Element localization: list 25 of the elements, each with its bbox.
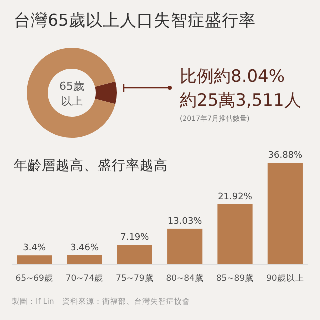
bar bbox=[17, 256, 52, 265]
data-label: 3.46% bbox=[70, 243, 100, 254]
x-tick-label: 85~89歲 bbox=[216, 273, 254, 284]
bar bbox=[117, 245, 152, 265]
data-label: 3.4% bbox=[23, 244, 46, 254]
chart-title: 台灣65歲以上人口失智症盛行率 bbox=[14, 11, 256, 30]
x-tick-label: 70~74歲 bbox=[66, 273, 104, 284]
data-label: 7.19% bbox=[120, 233, 150, 244]
text: 約25萬3,511人 bbox=[180, 91, 302, 111]
x-tick-label: 80~84歲 bbox=[166, 273, 204, 284]
text: 65歲以上 bbox=[60, 80, 84, 108]
text: 比例約8.04% bbox=[180, 67, 286, 87]
chart-title: 年齡層越高、盛行率越高 bbox=[14, 158, 168, 174]
data-label: 13.03% bbox=[168, 216, 203, 227]
data-label: 36.88% bbox=[268, 151, 304, 161]
x-tick-label: 65~69歲 bbox=[16, 273, 54, 284]
donut-slice bbox=[95, 82, 117, 104]
x-tick-label: 90歲以上 bbox=[266, 273, 304, 284]
bar bbox=[168, 228, 203, 265]
bar bbox=[268, 163, 303, 265]
data-label: 21.92% bbox=[218, 192, 253, 202]
bar bbox=[67, 255, 102, 265]
donut-slice bbox=[27, 48, 116, 138]
bar bbox=[218, 204, 253, 265]
x-tick-label: 75~79歲 bbox=[116, 273, 154, 284]
